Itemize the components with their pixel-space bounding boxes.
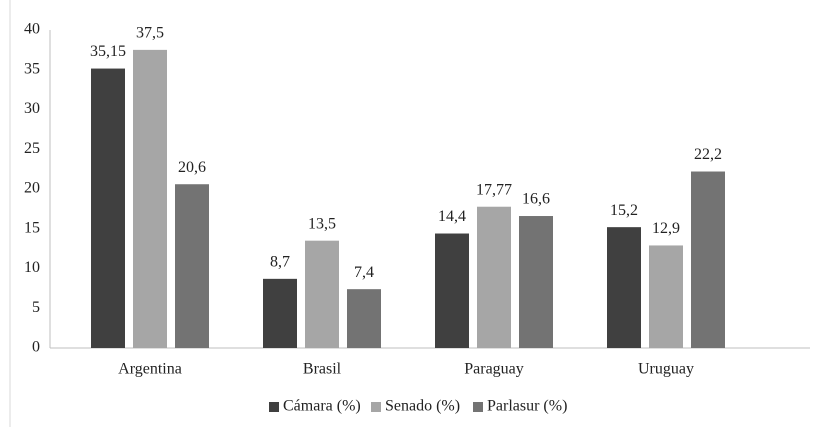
- y-tick-label: 35: [24, 60, 40, 77]
- bar: [91, 68, 125, 349]
- bar: [175, 184, 209, 348]
- legend-label: Senado (%): [385, 398, 460, 415]
- x-tick-label: Argentina: [118, 361, 182, 378]
- y-tick-label: 5: [32, 299, 40, 316]
- bar: [519, 216, 553, 348]
- bar: [133, 49, 167, 348]
- y-tick-label: 25: [24, 140, 40, 157]
- y-tick-label: 20: [24, 180, 40, 197]
- value-label: 14,4: [438, 208, 466, 225]
- value-label: 7,4: [354, 264, 374, 281]
- y-tick-label: 15: [24, 219, 40, 236]
- legend-label: Parlasur (%): [487, 398, 567, 415]
- value-label: 12,9: [652, 220, 680, 237]
- bar: [691, 171, 725, 348]
- value-label: 17,77: [476, 181, 512, 198]
- value-label: 35,15: [90, 43, 126, 60]
- bar: [305, 240, 339, 348]
- legend-label: Cámara (%): [283, 398, 361, 415]
- value-label: 13,5: [308, 215, 336, 232]
- bar: [263, 278, 297, 348]
- bar: [607, 227, 641, 348]
- value-label: 20,6: [178, 159, 206, 176]
- x-tick-label: Paraguay: [464, 361, 524, 378]
- value-label: 8,7: [270, 254, 290, 271]
- bar: [477, 206, 511, 348]
- x-tick-label: Uruguay: [638, 361, 694, 378]
- y-tick-label: 0: [32, 339, 40, 356]
- legend-swatch: [269, 402, 279, 412]
- y-tick-label: 30: [24, 100, 40, 117]
- bar: [347, 289, 381, 348]
- y-tick-label: 40: [24, 21, 40, 38]
- value-label: 22,2: [694, 146, 722, 163]
- bar: [435, 233, 469, 348]
- legend-swatch: [473, 402, 483, 412]
- value-label: 16,6: [522, 191, 550, 208]
- x-tick-label: Brasil: [303, 361, 342, 378]
- value-label: 37,5: [136, 25, 164, 42]
- value-label: 15,2: [610, 202, 638, 219]
- legend-swatch: [371, 402, 381, 412]
- y-tick-label: 10: [24, 259, 40, 276]
- bar: [649, 245, 683, 348]
